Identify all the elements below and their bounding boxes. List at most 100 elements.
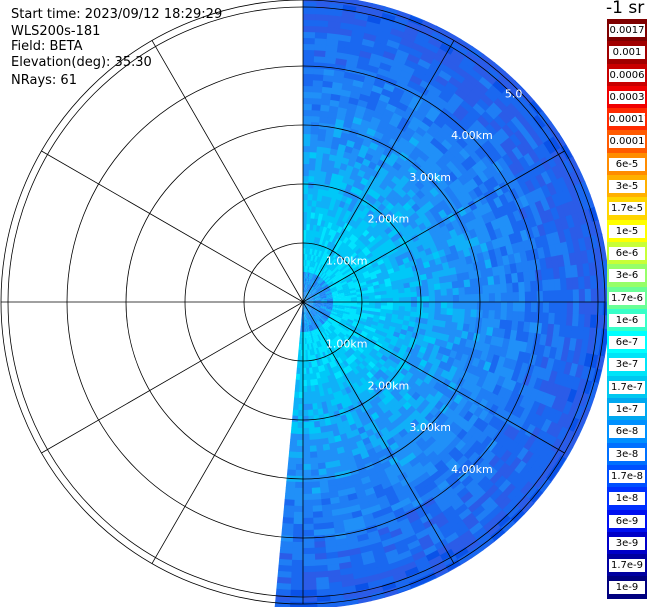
- range-gate: [318, 327, 324, 334]
- range-gate: [348, 233, 356, 242]
- range-gate: [335, 350, 343, 358]
- range-gate: [362, 304, 370, 309]
- range-gate: [324, 56, 338, 65]
- range-gate: [409, 583, 425, 590]
- range-gate: [550, 150, 563, 167]
- range-gate: [336, 314, 343, 319]
- range-gate: [507, 427, 520, 442]
- range-gate: [310, 266, 315, 274]
- range-gate: [436, 479, 450, 493]
- range-gate: [314, 255, 319, 263]
- range-gate: [472, 395, 484, 408]
- range-gate: [476, 341, 485, 353]
- range-gate: [548, 301, 556, 315]
- range-gate: [321, 265, 327, 273]
- range-gate: [296, 433, 304, 441]
- range-gate: [407, 79, 421, 92]
- range-gate: [485, 151, 499, 166]
- range-gate: [479, 53, 496, 69]
- range-gate: [337, 39, 352, 49]
- range-gate: [502, 388, 514, 402]
- range-gate: [374, 35, 390, 46]
- range-gate: [476, 475, 491, 490]
- range-gate: [518, 156, 531, 171]
- range-gate: [324, 260, 330, 268]
- range-gate: [348, 268, 356, 275]
- range-gate: [298, 391, 304, 399]
- range-gate: [323, 344, 329, 352]
- range-gate: [515, 262, 524, 274]
- range-gate: [530, 176, 542, 192]
- range-gate: [312, 309, 318, 314]
- range-gate: [486, 210, 497, 223]
- range-gate: [330, 508, 343, 517]
- range-gate: [333, 161, 343, 170]
- range-gate: [359, 243, 367, 251]
- range-gate: [514, 477, 529, 493]
- range-gate: [337, 309, 345, 314]
- range-gate: [326, 165, 335, 174]
- range-gate: [481, 379, 492, 392]
- range-gate: [338, 567, 353, 577]
- range-gate: [312, 330, 316, 337]
- range-gate: [510, 370, 521, 384]
- range-gate: [321, 510, 333, 518]
- range-gate: [351, 235, 359, 244]
- range-gate: [343, 524, 356, 533]
- range-gate: [380, 113, 393, 125]
- range-gate: [480, 463, 494, 478]
- range-gate: [544, 334, 554, 349]
- range-gate: [521, 260, 530, 274]
- range-gate: [327, 271, 334, 278]
- range-gate: [323, 252, 330, 260]
- range-gate: [314, 268, 319, 276]
- range-gate: [348, 377, 357, 385]
- range-gate: [348, 285, 356, 290]
- range-gate: [371, 335, 380, 343]
- range-gate: [429, 560, 446, 574]
- range-gate: [322, 521, 335, 530]
- range-gate: [414, 322, 422, 330]
- range-gate: [370, 248, 379, 257]
- range-gate: [325, 329, 332, 336]
- range-gate: [379, 283, 387, 289]
- range-gate: [304, 307, 308, 314]
- range-gate: [308, 163, 317, 171]
- range-gate: [309, 324, 313, 332]
- range-gate: [381, 198, 391, 208]
- range-gate: [327, 221, 334, 230]
- range-gate: [477, 387, 488, 400]
- range-gate: [335, 51, 350, 61]
- range-gate: [317, 340, 323, 348]
- range-gate: [483, 179, 495, 193]
- range-gate: [314, 212, 320, 220]
- range-gate: [571, 212, 582, 229]
- range-gate: [288, 589, 304, 597]
- range-gate: [402, 111, 415, 123]
- range-gate: [544, 256, 554, 270]
- range-gate: [404, 467, 416, 478]
- range-gate: [418, 25, 435, 38]
- range-gate: [307, 259, 311, 267]
- range-gate: [435, 74, 450, 88]
- range-gate: [339, 234, 347, 243]
- range-gate: [428, 259, 437, 268]
- range-gate: [340, 339, 347, 346]
- range-gate: [308, 439, 317, 447]
- range-gate: [462, 203, 473, 215]
- range-gate: [332, 345, 339, 353]
- range-gate: [328, 228, 335, 236]
- range-gate: [485, 267, 494, 278]
- range-gate: [292, 505, 304, 513]
- range-gate: [290, 559, 304, 567]
- range-gate: [314, 282, 320, 289]
- range-gate: [319, 346, 325, 354]
- range-gate: [310, 311, 316, 317]
- range-gate: [310, 287, 315, 293]
- range-gate: [431, 491, 445, 504]
- range-gate: [303, 145, 311, 153]
- range-gate: [540, 418, 553, 434]
- range-gate: [332, 166, 341, 175]
- range-gate: [305, 271, 308, 279]
- range-gate: [313, 552, 327, 561]
